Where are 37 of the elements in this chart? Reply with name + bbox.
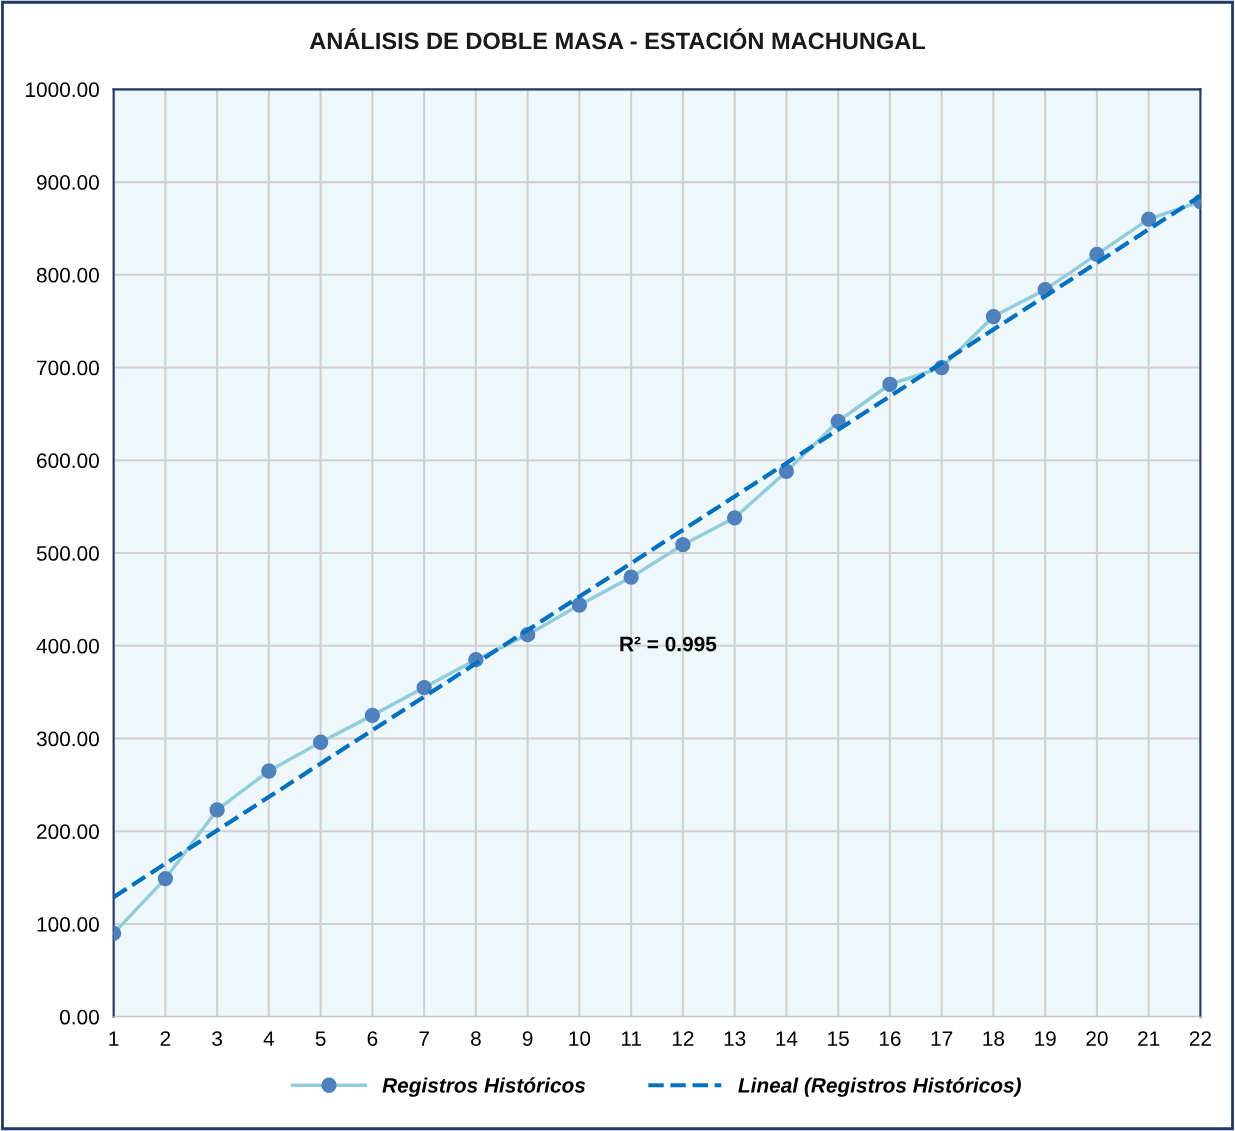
x-tick-label: 3 bbox=[212, 1031, 222, 1046]
y-tick-label: 600.00 bbox=[37, 453, 99, 469]
x-tick-label: 10 bbox=[569, 1031, 591, 1046]
x-tick-label: 11 bbox=[621, 1031, 641, 1046]
x-tick-label: 19 bbox=[1035, 1031, 1056, 1046]
y-tick-label: 100.00 bbox=[37, 917, 99, 932]
x-tick-label: 9 bbox=[522, 1031, 533, 1046]
x-tick-label: 14 bbox=[776, 1031, 798, 1046]
y-tick-label: 200.00 bbox=[37, 824, 99, 840]
annotation: R² = 0.995 bbox=[620, 636, 717, 652]
x-tick-label: 8 bbox=[471, 1031, 481, 1046]
x-tick-label: 5 bbox=[315, 1031, 326, 1046]
x-tick-label: 22 bbox=[1189, 1031, 1211, 1046]
y-tick-label: 300.00 bbox=[36, 731, 99, 747]
x-tick-label: 17 bbox=[931, 1031, 953, 1046]
x-tick-label: 1 bbox=[109, 1031, 119, 1046]
chart-title: ANÁLISIS DE DOBLE MASA - ESTACIÓN MACHUNGAL bbox=[309, 28, 926, 50]
legend-label: Lineal (Registros Históricos) bbox=[738, 1077, 1021, 1097]
x-tick-label: 6 bbox=[367, 1031, 378, 1046]
x-tick-label: 16 bbox=[879, 1031, 901, 1046]
y-tick-label: 0.00 bbox=[60, 1009, 99, 1025]
x-tick-label: 15 bbox=[828, 1031, 849, 1046]
x-tick-label: 13 bbox=[724, 1031, 746, 1046]
x-tick-label: 20 bbox=[1086, 1031, 1108, 1046]
x-tick-label: 7 bbox=[419, 1031, 429, 1046]
x-tick-label: 21 bbox=[1138, 1031, 1160, 1046]
y-tick-label: 700.00 bbox=[37, 360, 99, 376]
y-tick-label: 1000.00 bbox=[26, 82, 99, 98]
y-tick-label: 500.00 bbox=[36, 546, 99, 561]
x-tick-label: 18 bbox=[983, 1031, 1005, 1046]
y-tick-label: 900.00 bbox=[36, 175, 99, 190]
legend-label: Registros Históricos bbox=[382, 1077, 586, 1097]
x-tick-label: 4 bbox=[263, 1031, 275, 1046]
x-tick-label: 2 bbox=[160, 1031, 171, 1046]
y-tick-label: 800.00 bbox=[36, 267, 99, 283]
x-tick-label: 12 bbox=[672, 1031, 694, 1046]
y-tick-label: 400.00 bbox=[36, 638, 99, 654]
